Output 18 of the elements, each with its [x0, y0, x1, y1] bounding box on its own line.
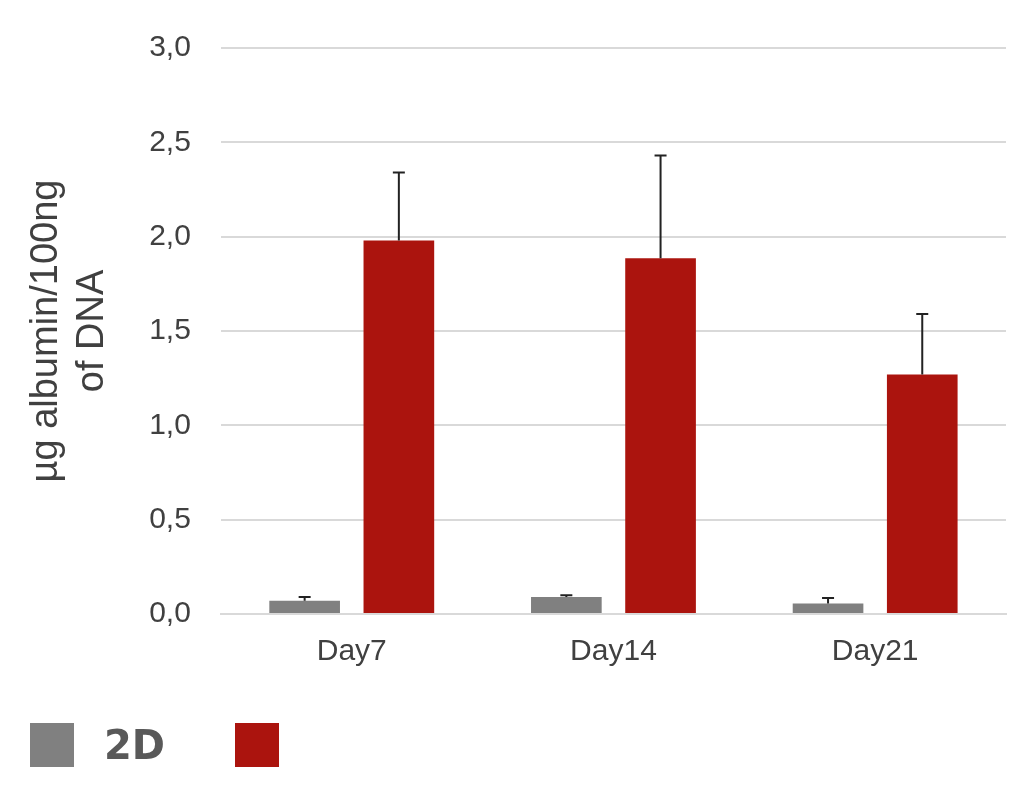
- y-tick-label: 0,5: [149, 500, 191, 534]
- bar: [363, 240, 435, 613]
- bar: [792, 603, 864, 613]
- y-tick-label: 2,5: [149, 123, 191, 157]
- y-tick-label: 1,0: [149, 406, 191, 440]
- bar: [625, 258, 696, 613]
- y-tick-label: 2,0: [149, 217, 191, 251]
- bar: [886, 374, 958, 613]
- legend-label: 2D: [104, 722, 166, 768]
- y-axis-title: µg albumin/100ng of DNA: [23, 179, 111, 483]
- x-tick-label: Day7: [316, 633, 387, 667]
- x-tick-label: Day14: [570, 633, 657, 667]
- y-tick-label: 1,5: [149, 312, 191, 346]
- y-tick-label: 0,0: [149, 595, 191, 629]
- bar: [531, 597, 602, 613]
- y-tick-label: 3,0: [149, 29, 191, 63]
- bar: [269, 600, 340, 613]
- x-tick-label: Day21: [831, 633, 919, 667]
